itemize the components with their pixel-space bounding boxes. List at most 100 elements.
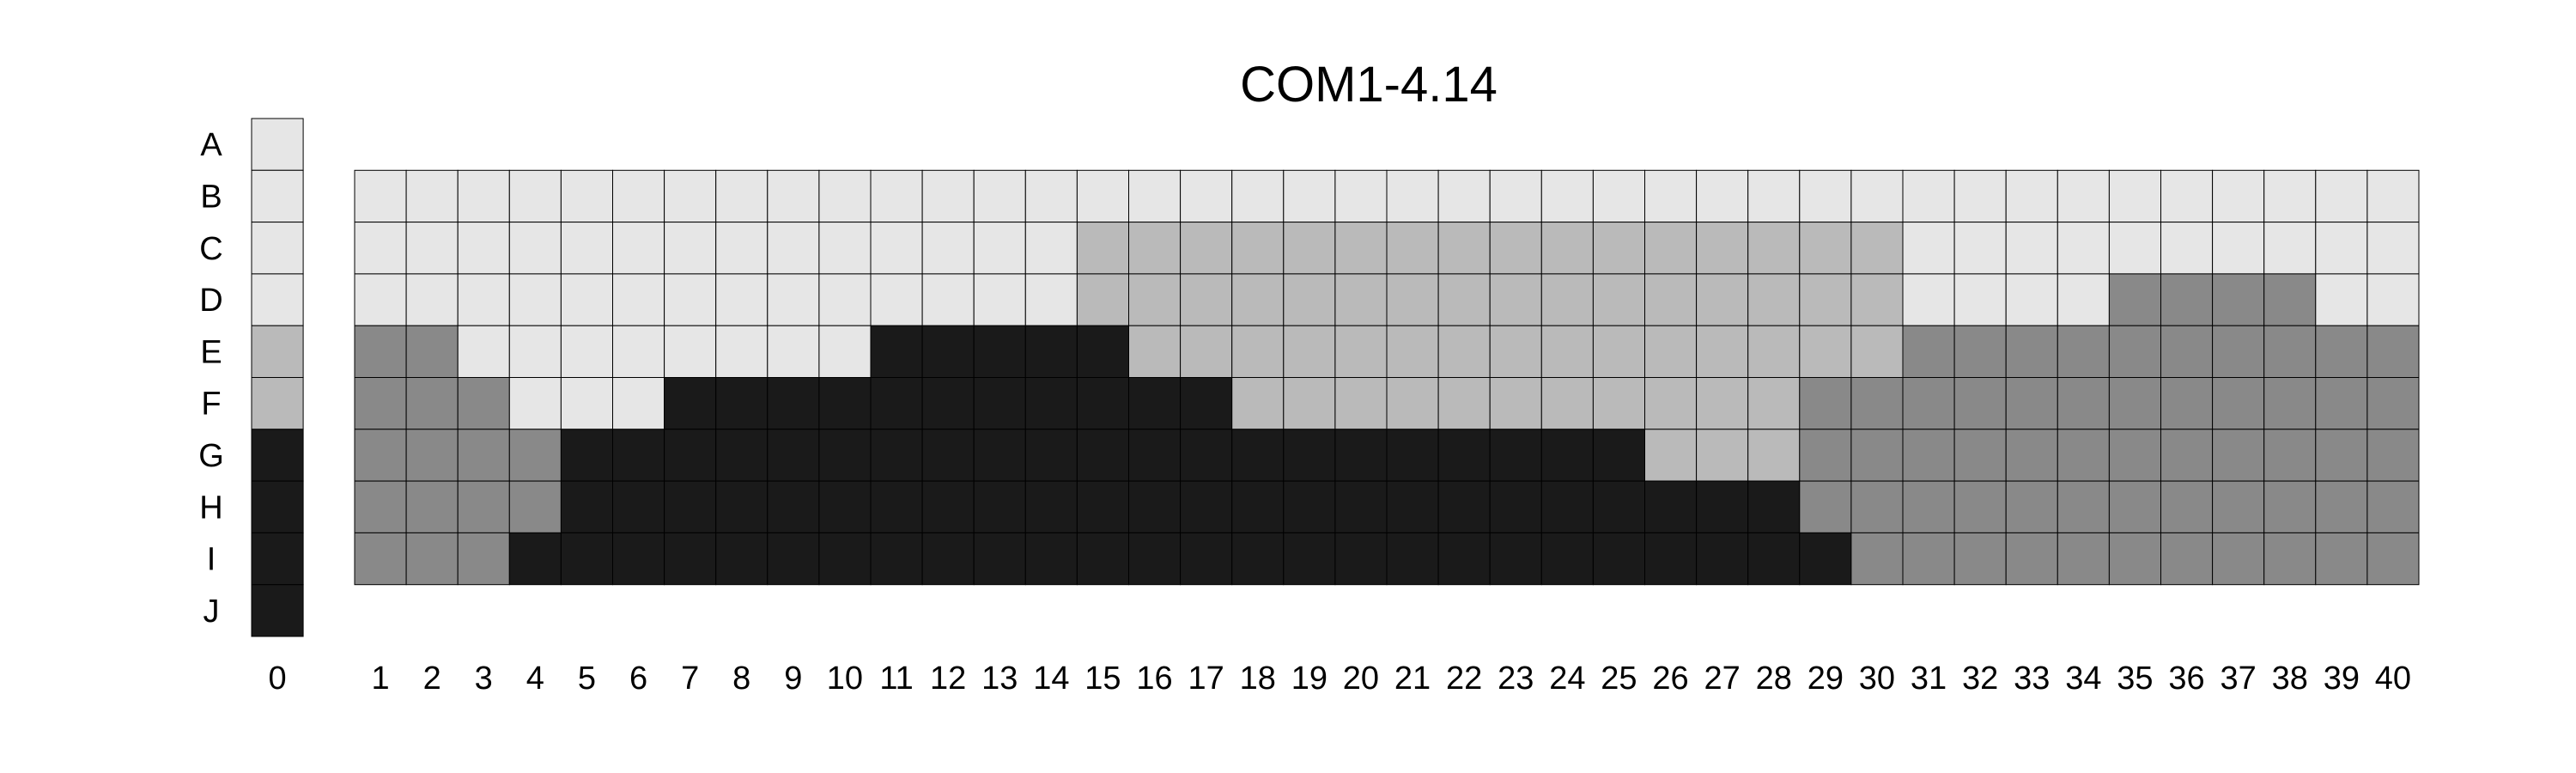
cell-b-1 <box>354 169 407 223</box>
column-label-36: 36 <box>2168 660 2204 697</box>
cell-d-23 <box>1489 273 1542 326</box>
cell-d-14 <box>1024 273 1078 326</box>
cell-c-40 <box>2366 222 2420 275</box>
cell-b-34 <box>2057 169 2110 223</box>
cell-g-12 <box>921 429 975 482</box>
cell-g-23 <box>1489 429 1542 482</box>
cell-h-36 <box>2160 480 2214 533</box>
cell-b-25 <box>1592 169 1646 223</box>
cell-b-10 <box>818 169 872 223</box>
column-label-6: 6 <box>629 660 647 697</box>
column-label-28: 28 <box>1756 660 1792 697</box>
cell-g-20 <box>1334 429 1388 482</box>
cell-g-18 <box>1231 429 1285 482</box>
column-label-2: 2 <box>423 660 441 697</box>
cell-d-30 <box>1850 273 1904 326</box>
cell-e-37 <box>2212 325 2265 379</box>
cell-b-13 <box>973 169 1026 223</box>
cell-f-20 <box>1334 377 1388 430</box>
ref-cell-e <box>251 325 304 379</box>
cell-i-5 <box>560 532 614 586</box>
cell-e-11 <box>870 325 923 379</box>
cell-i-35 <box>2108 532 2161 586</box>
cell-g-34 <box>2057 429 2110 482</box>
cell-g-27 <box>1696 429 1749 482</box>
cell-e-17 <box>1180 325 1233 379</box>
cell-c-4 <box>508 222 562 275</box>
cell-h-33 <box>2005 480 2058 533</box>
cell-i-32 <box>1953 532 2007 586</box>
cell-g-17 <box>1180 429 1233 482</box>
cell-h-20 <box>1334 480 1388 533</box>
cell-e-27 <box>1696 325 1749 379</box>
cell-b-37 <box>2212 169 2265 223</box>
cell-e-8 <box>715 325 769 379</box>
cell-b-22 <box>1437 169 1491 223</box>
cell-h-26 <box>1644 480 1698 533</box>
cell-h-7 <box>664 480 717 533</box>
cell-e-16 <box>1128 325 1182 379</box>
cell-h-23 <box>1489 480 1542 533</box>
cell-b-5 <box>560 169 614 223</box>
cell-d-19 <box>1283 273 1336 326</box>
cell-h-15 <box>1076 480 1130 533</box>
cell-c-20 <box>1334 222 1388 275</box>
cell-c-11 <box>870 222 923 275</box>
cell-e-23 <box>1489 325 1542 379</box>
cell-d-7 <box>664 273 717 326</box>
cell-d-21 <box>1386 273 1439 326</box>
cell-h-38 <box>2263 480 2317 533</box>
cell-b-17 <box>1180 169 1233 223</box>
cell-i-7 <box>664 532 717 586</box>
cell-b-32 <box>1953 169 2007 223</box>
cell-d-2 <box>405 273 459 326</box>
cell-f-6 <box>612 377 665 430</box>
cell-b-2 <box>405 169 459 223</box>
ref-cell-h <box>251 480 304 533</box>
cell-c-7 <box>664 222 717 275</box>
cell-e-20 <box>1334 325 1388 379</box>
cell-c-3 <box>457 222 510 275</box>
column-label-22: 22 <box>1446 660 1482 697</box>
cell-i-14 <box>1024 532 1078 586</box>
cell-g-29 <box>1799 429 1852 482</box>
cell-d-12 <box>921 273 975 326</box>
cell-i-34 <box>2057 532 2110 586</box>
cell-i-37 <box>2212 532 2265 586</box>
cell-f-2 <box>405 377 459 430</box>
cell-d-36 <box>2160 273 2214 326</box>
cell-g-33 <box>2005 429 2058 482</box>
row-label-c: C <box>199 231 222 267</box>
cell-f-38 <box>2263 377 2317 430</box>
cell-b-4 <box>508 169 562 223</box>
cell-d-18 <box>1231 273 1285 326</box>
cell-c-37 <box>2212 222 2265 275</box>
ref-cell-a <box>251 118 304 171</box>
cell-h-39 <box>2315 480 2368 533</box>
cell-i-4 <box>508 532 562 586</box>
column-label-10: 10 <box>827 660 863 697</box>
cell-f-28 <box>1747 377 1801 430</box>
cell-e-28 <box>1747 325 1801 379</box>
cell-d-38 <box>2263 273 2317 326</box>
cell-h-29 <box>1799 480 1852 533</box>
cell-i-39 <box>2315 532 2368 586</box>
cell-f-9 <box>767 377 820 430</box>
cell-e-7 <box>664 325 717 379</box>
column-label-19: 19 <box>1291 660 1327 697</box>
cell-e-26 <box>1644 325 1698 379</box>
column-label-11: 11 <box>879 660 913 697</box>
column-label-3: 3 <box>475 660 493 697</box>
cell-g-24 <box>1540 429 1594 482</box>
cell-e-34 <box>2057 325 2110 379</box>
cell-d-27 <box>1696 273 1749 326</box>
cell-i-18 <box>1231 532 1285 586</box>
cell-g-40 <box>2366 429 2420 482</box>
column-label-20: 20 <box>1343 660 1379 697</box>
cell-i-28 <box>1747 532 1801 586</box>
cell-h-22 <box>1437 480 1491 533</box>
cell-e-14 <box>1024 325 1078 379</box>
cell-g-19 <box>1283 429 1336 482</box>
cell-i-29 <box>1799 532 1852 586</box>
row-label-g: G <box>198 438 224 474</box>
